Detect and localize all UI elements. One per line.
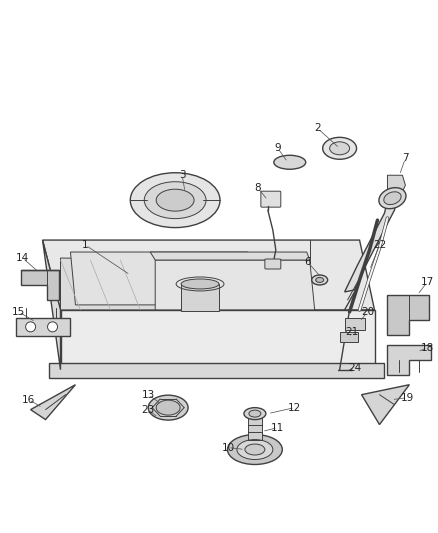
Polygon shape xyxy=(388,175,406,198)
Text: 22: 22 xyxy=(373,240,386,250)
Polygon shape xyxy=(388,295,429,335)
Ellipse shape xyxy=(245,444,265,455)
Polygon shape xyxy=(42,240,60,370)
Polygon shape xyxy=(150,252,310,260)
Ellipse shape xyxy=(156,400,180,415)
Ellipse shape xyxy=(237,440,273,459)
Text: 24: 24 xyxy=(348,363,361,373)
Ellipse shape xyxy=(249,410,261,417)
Text: 21: 21 xyxy=(345,327,358,337)
Text: 20: 20 xyxy=(361,307,374,317)
Ellipse shape xyxy=(181,279,219,289)
Text: 8: 8 xyxy=(254,183,261,193)
Ellipse shape xyxy=(144,182,206,219)
Ellipse shape xyxy=(384,192,401,205)
Polygon shape xyxy=(60,258,195,310)
Circle shape xyxy=(25,322,35,332)
Text: 3: 3 xyxy=(179,170,185,180)
Polygon shape xyxy=(71,252,260,305)
Polygon shape xyxy=(345,190,399,292)
Text: 2: 2 xyxy=(314,123,321,133)
Polygon shape xyxy=(361,385,410,425)
Text: 19: 19 xyxy=(401,393,414,402)
Ellipse shape xyxy=(312,275,328,285)
Text: 23: 23 xyxy=(141,405,155,415)
Ellipse shape xyxy=(244,408,266,419)
FancyBboxPatch shape xyxy=(261,191,281,207)
Ellipse shape xyxy=(379,188,406,209)
Polygon shape xyxy=(339,332,357,342)
Polygon shape xyxy=(248,417,262,448)
Polygon shape xyxy=(16,318,71,336)
Polygon shape xyxy=(31,385,75,419)
FancyBboxPatch shape xyxy=(265,259,281,269)
Text: 17: 17 xyxy=(421,277,434,287)
Text: 9: 9 xyxy=(275,143,281,154)
Polygon shape xyxy=(21,270,59,300)
Ellipse shape xyxy=(274,155,306,169)
Text: 7: 7 xyxy=(402,154,409,163)
Text: 6: 6 xyxy=(304,257,311,267)
Polygon shape xyxy=(388,345,431,375)
Text: 15: 15 xyxy=(12,307,25,317)
Ellipse shape xyxy=(316,278,324,282)
Ellipse shape xyxy=(156,189,194,211)
Circle shape xyxy=(48,322,57,332)
Polygon shape xyxy=(60,310,374,370)
Polygon shape xyxy=(181,284,219,311)
Text: 18: 18 xyxy=(421,343,434,353)
Text: 1: 1 xyxy=(82,240,89,250)
Ellipse shape xyxy=(330,142,350,155)
Ellipse shape xyxy=(323,138,357,159)
Polygon shape xyxy=(49,363,385,378)
Polygon shape xyxy=(155,260,314,310)
Text: 10: 10 xyxy=(221,442,234,453)
Ellipse shape xyxy=(130,173,220,228)
Text: 14: 14 xyxy=(16,253,29,263)
Text: 11: 11 xyxy=(271,423,284,433)
Ellipse shape xyxy=(227,434,283,464)
Text: 16: 16 xyxy=(22,394,35,405)
Polygon shape xyxy=(345,318,364,330)
Ellipse shape xyxy=(148,395,188,420)
Text: 12: 12 xyxy=(288,402,301,413)
Polygon shape xyxy=(42,240,374,310)
Text: 13: 13 xyxy=(141,390,155,400)
